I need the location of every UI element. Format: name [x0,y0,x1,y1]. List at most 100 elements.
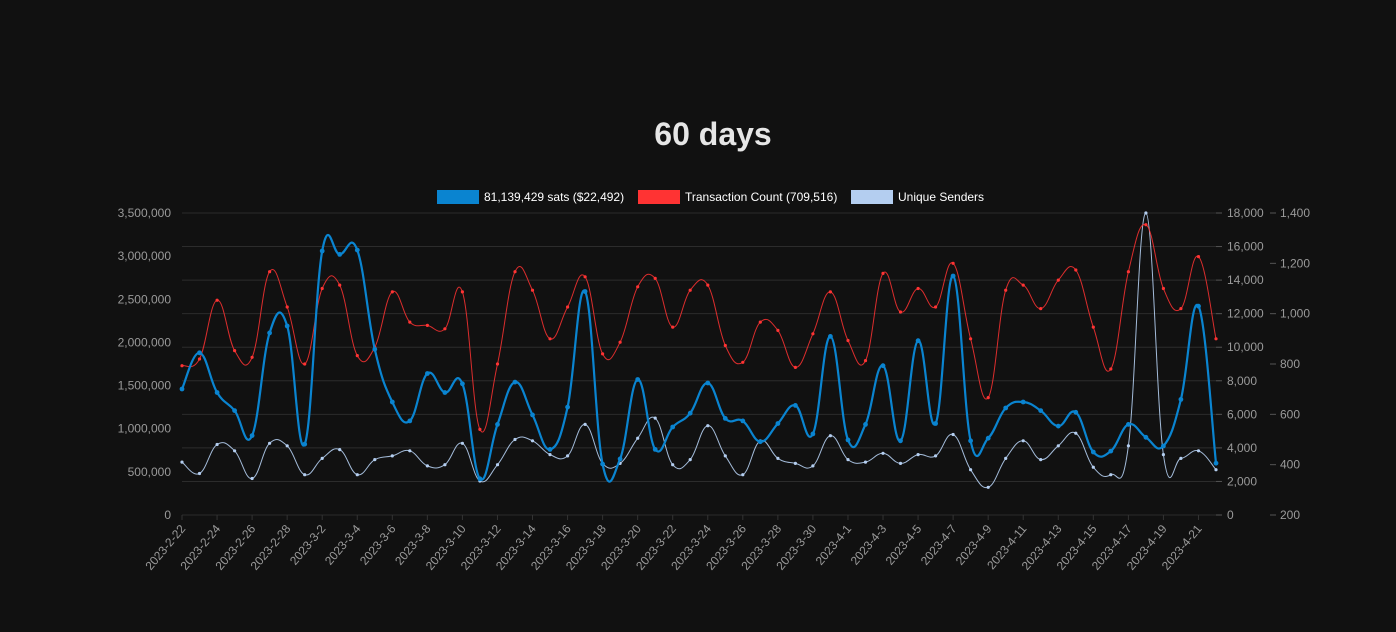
data-point-unique-senders[interactable] [408,449,412,453]
data-point-unique-senders[interactable] [951,432,955,437]
data-point-unique-senders[interactable] [1214,468,1218,472]
data-point-transaction-count[interactable] [881,271,885,275]
data-point-transaction-count[interactable] [250,355,254,359]
data-point-unique-senders[interactable] [969,468,973,472]
data-point-sats[interactable] [757,439,763,445]
data-point-transaction-count[interactable] [723,343,727,348]
data-point-unique-senders[interactable] [1074,431,1078,435]
data-point-transaction-count[interactable] [1144,223,1148,227]
data-point-unique-senders[interactable] [233,449,237,453]
data-point-unique-senders[interactable] [636,436,640,440]
data-point-sats[interactable] [1073,409,1079,415]
data-point-transaction-count[interactable] [1214,337,1218,341]
data-point-unique-senders[interactable] [688,458,692,462]
data-point-unique-senders[interactable] [1109,473,1113,477]
data-point-transaction-count[interactable] [548,337,552,341]
data-point-unique-senders[interactable] [373,458,377,462]
data-point-sats[interactable] [617,456,623,462]
data-point-sats[interactable] [1143,434,1149,440]
data-point-sats[interactable] [652,447,658,452]
data-point-unique-senders[interactable] [215,442,219,447]
data-point-transaction-count[interactable] [1161,286,1165,291]
data-point-transaction-count[interactable] [986,396,990,400]
data-point-sats[interactable] [302,441,308,447]
data-point-transaction-count[interactable] [1109,367,1113,371]
data-point-transaction-count[interactable] [863,359,868,363]
data-point-unique-senders[interactable] [1021,439,1025,443]
data-point-transaction-count[interactable] [741,360,745,364]
data-point-sats[interactable] [740,418,746,424]
data-point-unique-senders[interactable] [881,451,885,455]
data-point-transaction-count[interactable] [425,323,429,327]
data-point-transaction-count[interactable] [478,427,482,431]
data-point-unique-senders[interactable] [303,473,307,477]
data-point-sats[interactable] [1090,449,1096,455]
data-point-unique-senders[interactable] [898,461,903,465]
data-point-transaction-count[interactable] [951,261,955,265]
data-point-unique-senders[interactable] [548,453,552,457]
data-point-sats[interactable] [722,416,728,421]
data-point-transaction-count[interactable] [846,338,850,343]
data-point-sats[interactable] [1020,399,1026,405]
data-point-unique-senders[interactable] [566,454,570,458]
data-point-transaction-count[interactable] [758,320,762,324]
data-point-transaction-count[interactable] [969,337,973,341]
data-point-transaction-count[interactable] [530,288,535,292]
data-point-unique-senders[interactable] [268,441,272,445]
legend-label-transaction-count[interactable]: Transaction Count (709,516) [685,190,837,204]
data-point-sats[interactable] [249,433,255,438]
data-point-sats[interactable] [950,273,956,279]
data-point-transaction-count[interactable] [1021,283,1025,287]
data-point-unique-senders[interactable] [986,485,990,489]
data-point-sats[interactable] [197,350,202,356]
data-point-sats[interactable] [600,461,605,467]
data-point-sats[interactable] [284,323,290,329]
data-point-transaction-count[interactable] [233,349,237,353]
data-point-unique-senders[interactable] [776,456,780,460]
data-point-transaction-count[interactable] [828,290,833,294]
data-point-transaction-count[interactable] [180,364,184,368]
data-point-sats[interactable] [845,437,851,443]
data-point-unique-senders[interactable] [863,460,868,464]
data-point-sats[interactable] [1126,422,1131,427]
data-point-sats[interactable] [1196,303,1201,309]
data-point-sats[interactable] [389,399,395,405]
data-point-transaction-count[interactable] [460,290,464,294]
data-point-transaction-count[interactable] [1091,325,1095,329]
data-point-unique-senders[interactable] [320,456,324,460]
data-point-transaction-count[interactable] [513,270,517,274]
data-point-unique-senders[interactable] [793,461,798,465]
data-point-sats[interactable] [530,412,535,418]
data-point-unique-senders[interactable] [1179,456,1183,460]
data-point-transaction-count[interactable] [688,288,692,292]
data-point-sats[interactable] [337,252,343,257]
data-point-unique-senders[interactable] [390,454,394,458]
data-point-unique-senders[interactable] [285,444,289,448]
data-point-transaction-count[interactable] [408,320,412,324]
data-point-unique-senders[interactable] [811,464,815,468]
data-point-sats[interactable] [828,334,833,339]
data-point-sats[interactable] [898,438,903,444]
data-point-unique-senders[interactable] [180,460,184,464]
data-point-transaction-count[interactable] [898,310,903,314]
data-point-unique-senders[interactable] [443,463,447,467]
data-point-sats[interactable] [1055,423,1061,429]
legend-label-unique-senders[interactable]: Unique Senders [898,190,984,204]
data-point-sats[interactable] [425,371,430,376]
data-point-transaction-count[interactable] [653,276,657,280]
data-point-sats[interactable] [985,435,991,441]
data-point-unique-senders[interactable] [583,422,587,426]
data-point-unique-senders[interactable] [723,454,727,458]
data-point-transaction-count[interactable] [215,298,219,302]
data-point-unique-senders[interactable] [1144,211,1148,215]
data-point-transaction-count[interactable] [1056,278,1060,282]
data-point-unique-senders[interactable] [513,437,517,442]
data-point-sats[interactable] [319,248,325,254]
data-point-sats[interactable] [477,476,483,482]
data-point-transaction-count[interactable] [285,305,289,309]
data-point-transaction-count[interactable] [495,362,500,366]
data-point-sats[interactable] [232,408,238,413]
data-point-unique-senders[interactable] [530,439,535,443]
data-point-sats[interactable] [880,363,886,369]
data-point-transaction-count[interactable] [583,275,587,279]
